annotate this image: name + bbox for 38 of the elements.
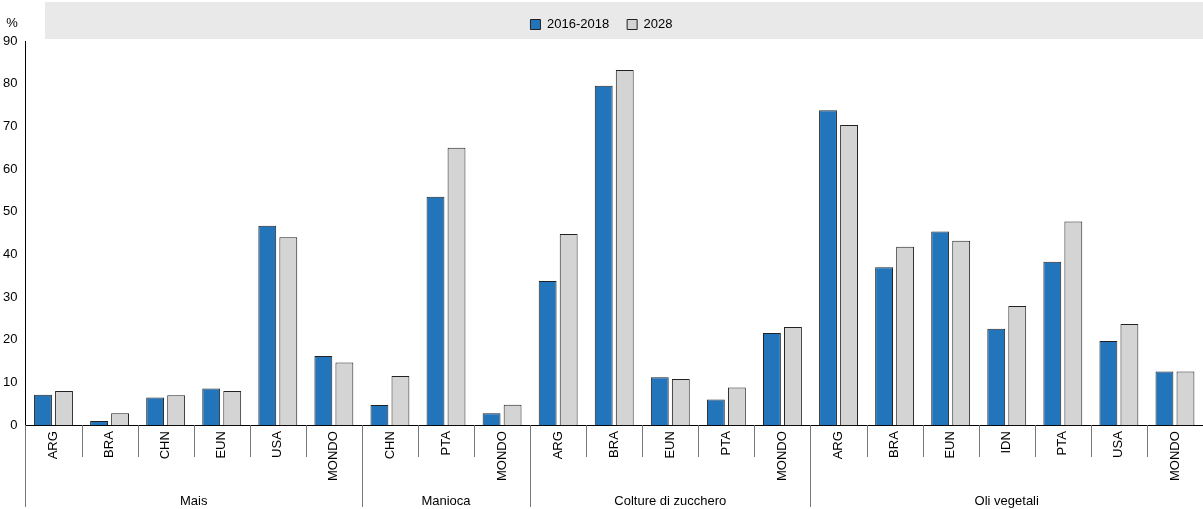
y-tick-label: 0 xyxy=(10,416,18,432)
y-tick-label: 30 xyxy=(2,288,18,304)
x-tick-label: BRA xyxy=(101,430,117,458)
x-tick-label: BRA xyxy=(886,430,902,458)
y-tick-label: 90 xyxy=(2,32,18,48)
text: Oli vegetali xyxy=(974,493,1040,509)
y-tick-label: 50 xyxy=(2,203,18,219)
x-tick-label: MONDO xyxy=(493,431,509,482)
x-tick-label: PTA xyxy=(437,430,453,456)
x-tick-label: PTA xyxy=(717,430,733,456)
x-tick-label: ARG xyxy=(549,431,565,460)
x-tick-label: MONDO xyxy=(774,431,790,482)
x-tick-label: IDN xyxy=(998,431,1014,454)
x-tick-label: ARG xyxy=(830,431,846,460)
x-tick-label: USA xyxy=(1110,430,1126,458)
y-tick-label: 60 xyxy=(2,160,18,176)
legend-label: 2028 xyxy=(643,16,673,32)
x-tick-label: EUN xyxy=(942,431,958,459)
y-tick-label: 20 xyxy=(2,331,18,347)
x-tick-label: MONDO xyxy=(1166,431,1182,482)
x-tick-label: ARG xyxy=(45,431,61,460)
y-tick-label: 10 xyxy=(2,374,18,390)
y-tick-label: 40 xyxy=(2,246,18,262)
x-tick-label: MONDO xyxy=(325,431,341,482)
y-tick-label: 70 xyxy=(2,117,18,133)
text: Mais xyxy=(179,493,208,509)
x-tick-label: BRA xyxy=(605,430,621,458)
y-tick-label: 80 xyxy=(2,75,18,91)
text: Manioca xyxy=(421,493,472,509)
x-tick-label: CHN xyxy=(157,431,173,460)
legend-label: 2016-2018 xyxy=(546,16,610,32)
y-axis-title: % xyxy=(6,14,19,30)
text: Colture di zucchero xyxy=(614,493,727,509)
x-tick-label: CHN xyxy=(381,431,397,460)
x-tick-label: USA xyxy=(269,430,285,458)
x-tick-label: EUN xyxy=(213,431,229,459)
x-tick-label: EUN xyxy=(661,431,677,459)
x-tick-label: PTA xyxy=(1054,430,1070,456)
